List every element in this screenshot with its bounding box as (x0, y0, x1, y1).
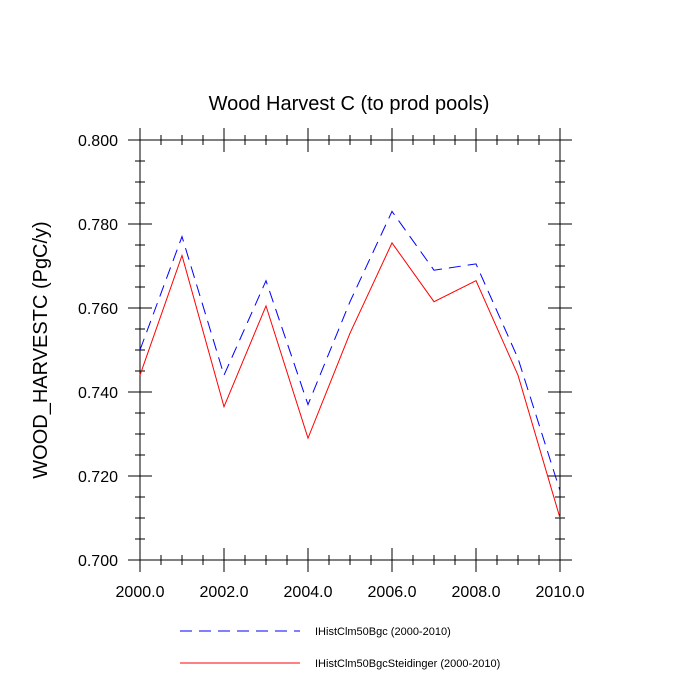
series-line-1 (139, 210, 561, 491)
legend: IHistClm50Bgc (2000-2010) IHistClm50BgcSt… (180, 626, 500, 670)
y-tick-label: 0.780 (78, 217, 118, 234)
y-tick-label: 0.700 (78, 553, 118, 570)
chart-title: Wood Harvest C (to prod pools) (209, 93, 490, 115)
legend-label: IHistClm50Bgc (2000-2010) (315, 626, 451, 638)
axis-ticks (128, 128, 572, 572)
x-tick-labels: 2000.0 2002.0 2004.0 2006.0 2008.0 2010.0 (116, 584, 585, 601)
y-tick-label: 0.740 (78, 385, 118, 402)
legend-label: IHistClm50BgcSteidinger (2000-2010) (315, 658, 500, 670)
y-tick-label: 0.760 (78, 301, 118, 318)
x-tick-label: 2010.0 (536, 584, 585, 601)
x-tick-label: 2004.0 (284, 584, 333, 601)
x-tick-label: 2008.0 (452, 584, 501, 601)
x-tick-label: 2006.0 (368, 584, 417, 601)
plot-frame (139, 139, 561, 561)
y-tick-labels: 0.700 0.720 0.740 0.760 0.780 0.800 (78, 133, 118, 570)
y-tick-label: 0.800 (78, 133, 118, 150)
x-tick-label: 2000.0 (116, 584, 165, 601)
series-lines (139, 210, 561, 519)
y-tick-label: 0.720 (78, 469, 118, 486)
series-line-2 (139, 241, 561, 519)
y-axis-label: WOOD_HARVESTC (PgC/y) (30, 221, 52, 478)
x-tick-label: 2002.0 (200, 584, 249, 601)
